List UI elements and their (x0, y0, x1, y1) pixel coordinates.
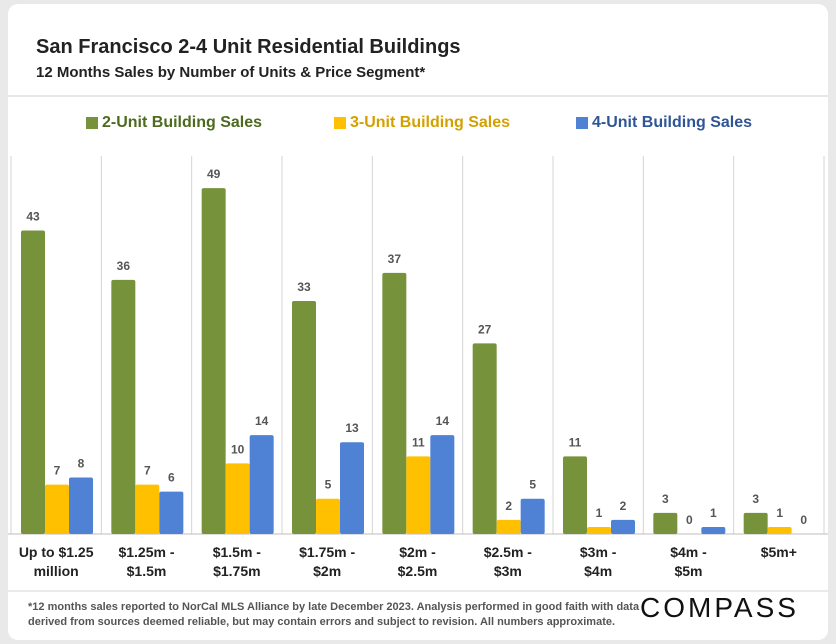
chart-subtitle: 12 Months Sales by Number of Units & Pri… (36, 64, 426, 81)
data-label: 6 (168, 471, 175, 485)
compass-logo: COMPASS (640, 592, 799, 623)
data-label: 5 (325, 478, 332, 492)
legend-label-2-unit: 2-Unit Building Sales (102, 114, 263, 131)
data-label: 43 (26, 209, 40, 223)
x-tick-label: $2.5m - (484, 544, 533, 560)
bar (611, 519, 635, 534)
x-tick-label: $1.5m - (213, 544, 262, 560)
x-tick-label: $2.5m (398, 563, 438, 579)
bar (587, 526, 611, 534)
chart-title: San Francisco 2-4 Unit Residential Build… (36, 36, 461, 58)
legend-swatch-4-unit (576, 117, 588, 129)
data-label: 5 (529, 478, 536, 492)
bar (563, 456, 587, 534)
bar (249, 435, 274, 534)
data-label: 1 (596, 506, 603, 520)
data-label: 33 (297, 280, 311, 294)
footnote: *12 months sales reported to NorCal MLS … (28, 600, 648, 630)
bar (159, 491, 184, 534)
x-tick-label: $2m (313, 563, 341, 579)
x-tick-label: $1.25m - (118, 544, 174, 560)
bar (653, 512, 678, 534)
data-label: 37 (388, 252, 402, 266)
legend-label-3-unit: 3-Unit Building Sales (350, 114, 511, 131)
chart-card: San Francisco 2-4 Unit Residential Build… (8, 4, 828, 640)
bar (111, 279, 136, 534)
data-label: 7 (54, 464, 61, 478)
bar (743, 512, 768, 534)
bar-chart: 43 7 8 Up to $1.25 million 36 7 6 $1.25m - $1.5m 4… (8, 95, 828, 592)
data-label: 27 (478, 322, 492, 336)
x-tick-label: $5m+ (761, 544, 797, 560)
x-tick-label: $4m (584, 563, 612, 579)
data-label: 3 (662, 492, 669, 506)
data-label: 8 (78, 457, 85, 471)
legend-label-4-unit: 4-Unit Building Sales (592, 114, 753, 131)
legend-item-4-unit: 4-Unit Building Sales (576, 114, 752, 132)
data-label: 14 (436, 414, 450, 428)
bar (316, 498, 340, 534)
bar (430, 435, 455, 534)
legend-item-3-unit: 3-Unit Building Sales (334, 114, 510, 132)
bar (45, 484, 69, 534)
data-label: 7 (144, 464, 151, 478)
bar (225, 463, 250, 534)
bar (382, 272, 407, 534)
data-label: 2 (505, 499, 512, 513)
legend-item-2-unit: 2-Unit Building Sales (86, 114, 262, 132)
bar (69, 477, 93, 534)
data-label: 10 (231, 442, 245, 456)
data-label: 1 (776, 506, 783, 520)
x-tick-label: $1.75m (213, 563, 260, 579)
data-label: 11 (569, 435, 582, 449)
bar (340, 442, 364, 534)
data-label: 14 (255, 414, 269, 428)
bar (496, 519, 521, 534)
footnote-line-1: *12 months sales reported to NorCal MLS … (28, 601, 640, 613)
x-tick-label: $1.5m (127, 563, 167, 579)
data-label: 49 (207, 167, 221, 181)
bar (135, 484, 160, 534)
data-label: 0 (800, 513, 807, 527)
footnote-line-2: derived from sources deemed reliable, bu… (28, 616, 616, 628)
data-label: 13 (345, 421, 359, 435)
data-label: 3 (752, 492, 759, 506)
bar (767, 526, 792, 534)
data-label: 1 (710, 506, 717, 520)
bar (472, 343, 497, 534)
x-tick-label: $3m - (580, 544, 617, 560)
legend: 2-Unit Building Sales 3-Unit Building Sa… (8, 114, 828, 138)
bar (21, 230, 45, 534)
data-label: 11 (412, 435, 425, 449)
x-tick-label: $5m (674, 563, 702, 579)
x-tick-label: $2m - (399, 544, 436, 560)
data-label: 0 (686, 513, 693, 527)
x-tick-label: $4m - (670, 544, 707, 560)
legend-swatch-3-unit (334, 117, 346, 129)
x-tick-label: $1.75m - (299, 544, 355, 560)
x-tick-label: million (34, 563, 79, 579)
bar (701, 526, 726, 534)
bar (406, 456, 431, 534)
data-label: 2 (620, 499, 627, 513)
x-tick-label: Up to $1.25 (19, 544, 94, 560)
bar (201, 188, 226, 534)
legend-swatch-2-unit (86, 117, 98, 129)
data-label: 36 (117, 259, 131, 273)
bar (292, 301, 316, 534)
x-tick-label: $3m (494, 563, 522, 579)
bar (520, 498, 545, 534)
